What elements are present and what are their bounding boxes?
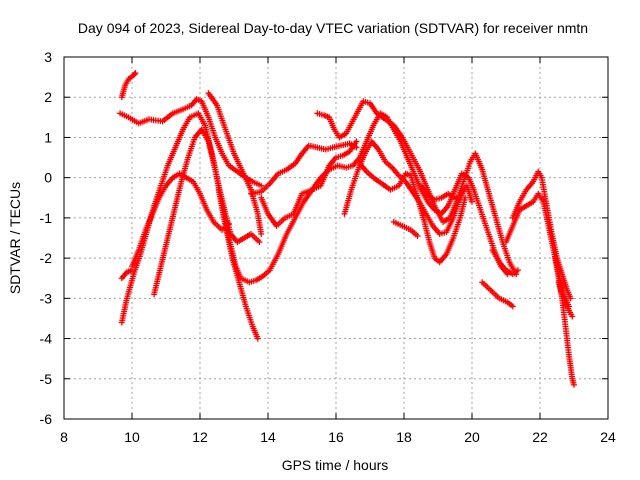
data-point bbox=[469, 198, 475, 205]
data-point bbox=[509, 303, 516, 310]
data-point bbox=[132, 70, 139, 77]
data-point bbox=[514, 267, 521, 274]
data-point bbox=[462, 194, 469, 201]
data-point bbox=[258, 230, 265, 237]
data-point bbox=[414, 232, 421, 239]
grid-lines bbox=[64, 57, 608, 419]
data-point-interp bbox=[131, 71, 138, 78]
chart-title: Day 094 of 2023, Sidereal Day-to-day VTE… bbox=[78, 20, 588, 36]
data-point bbox=[457, 196, 464, 203]
data-point bbox=[258, 182, 265, 189]
data-points bbox=[117, 70, 577, 388]
data-point bbox=[353, 138, 360, 145]
data-point bbox=[254, 335, 261, 342]
data-point bbox=[256, 239, 263, 246]
